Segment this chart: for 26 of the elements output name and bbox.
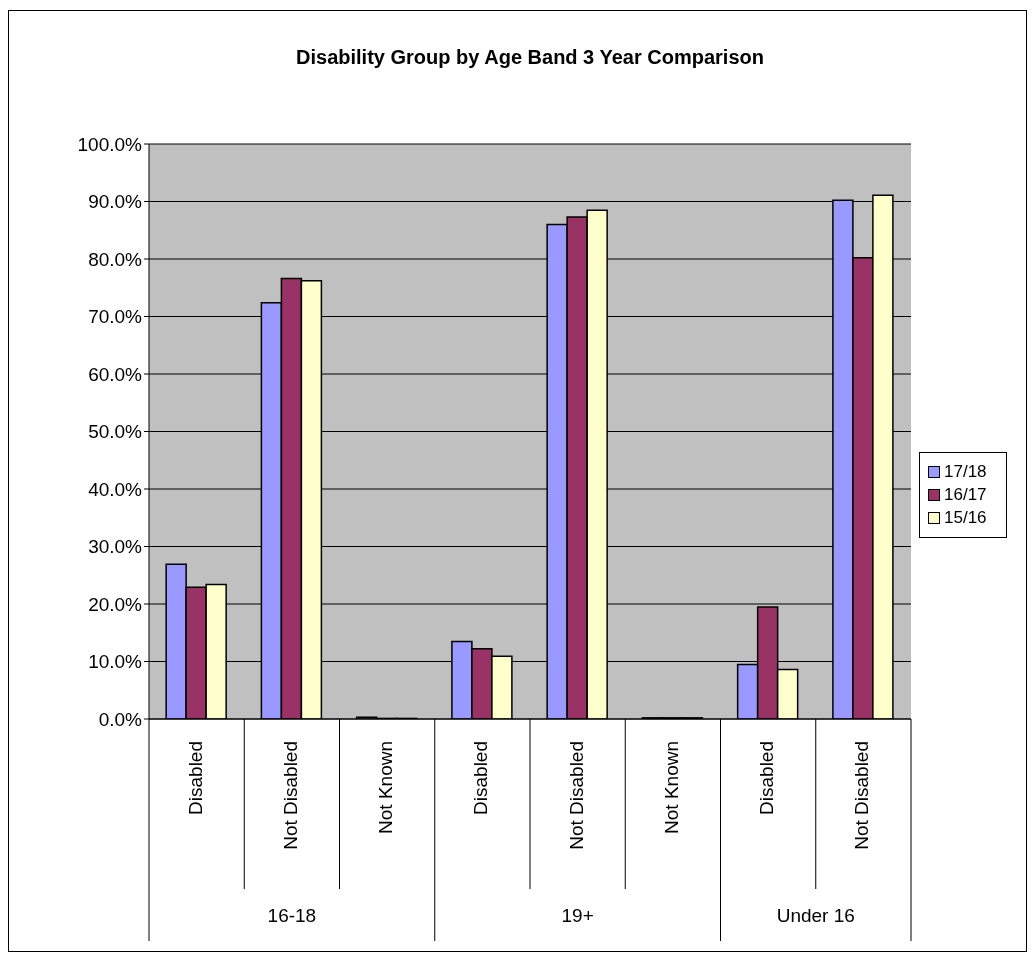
legend-label: 16/17 (944, 485, 987, 505)
x-tick-label: Disabled (470, 741, 492, 815)
y-tick-label: 10.0% (88, 651, 143, 673)
y-tick-label: 70.0% (88, 306, 143, 328)
text: 16-18 (267, 905, 317, 926)
y-tick-label: 40.0% (88, 478, 143, 500)
x-tick-label: Disabled (756, 741, 778, 815)
y-tick-label: 30.0% (88, 536, 143, 558)
y-tick-label: 50.0% (88, 421, 143, 443)
y-tick-label: 80.0% (88, 248, 143, 270)
legend-label: 17/18 (944, 462, 987, 482)
y-tick-label: 90.0% (88, 191, 143, 213)
x-tick-label: Not Disabled (279, 741, 301, 850)
y-tick-label: 20.0% (88, 593, 143, 615)
x-tick-label: Not Disabled (565, 741, 587, 850)
y-tick-label: 60.0% (88, 363, 143, 385)
x-tick-label: Not Disabled (851, 741, 873, 850)
chart-title: Disability Group by Age Band 3 Year Comparison (295, 46, 765, 69)
legend-label: 15/16 (944, 508, 987, 528)
x-tick-label: Not Known (660, 741, 682, 834)
x-tick-label: Not Known (375, 741, 397, 834)
x-tick-label: Disabled (184, 741, 206, 815)
text: 19+ (561, 905, 594, 926)
text: Under 16 (776, 905, 855, 926)
y-tick-label: 0.0% (98, 708, 143, 730)
y-tick-label: 100.0% (77, 133, 143, 155)
